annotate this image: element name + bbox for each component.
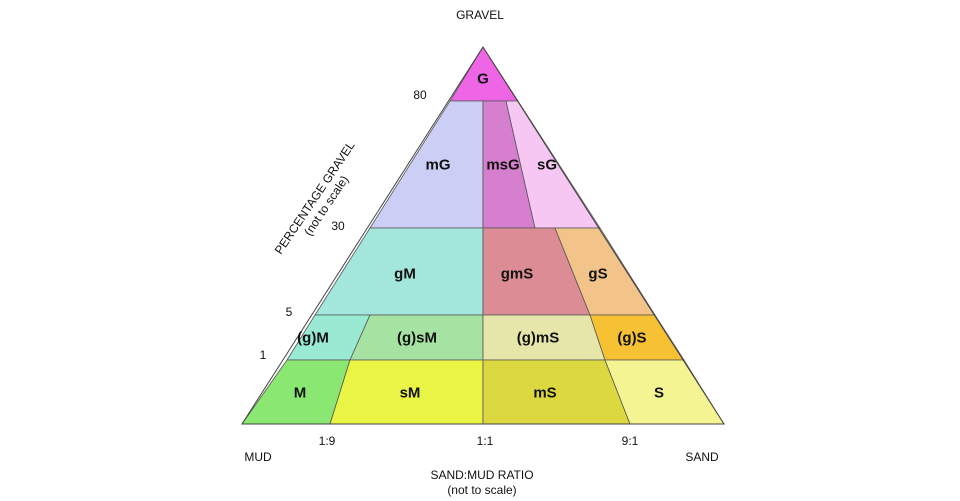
region-label-sG: sG	[537, 157, 557, 174]
region-label-sM: sM	[400, 385, 421, 402]
region-label-mG: mG	[425, 157, 450, 174]
bottom-tick-1-1: 1:1	[477, 434, 494, 448]
region-label-gS: gS	[588, 266, 607, 283]
region-label-mS: mS	[533, 385, 556, 402]
left-axis-title-group: PERCENTAGE GRAVEL (not to scale)	[272, 138, 358, 256]
apex-label-sand: SAND	[685, 450, 719, 464]
region-label-g_S: (g)S	[617, 330, 646, 347]
region-label-gM: gM	[394, 266, 416, 283]
region-label-g_M: (g)M	[297, 330, 329, 347]
region-label-gmS: gmS	[501, 266, 534, 283]
left-tick-30: 30	[331, 219, 345, 233]
triangle-outline	[241, 46, 725, 425]
bottom-axis-title: SAND:MUD RATIO	[430, 468, 533, 482]
left-tick-80: 80	[413, 88, 427, 102]
left-axis-title: PERCENTAGE GRAVEL	[272, 138, 358, 256]
region-label-g_mS: (g)mS	[517, 330, 560, 347]
left-tick-1: 1	[260, 348, 267, 362]
apex-label-gravel: GRAVEL	[456, 8, 504, 22]
region-label-M: M	[294, 385, 307, 402]
region-label-msG: msG	[486, 157, 519, 174]
bottom-axis-subtitle: (not to scale)	[447, 483, 516, 497]
left-tick-5: 5	[286, 305, 293, 319]
region-label-G: G	[477, 71, 489, 88]
region-label-g_sM: (g)sM	[397, 330, 437, 347]
apex-label-mud: MUD	[244, 450, 272, 464]
bottom-tick-9-1: 9:1	[622, 434, 639, 448]
region-label-S: S	[654, 385, 664, 402]
bottom-tick-1-9: 1:9	[319, 434, 336, 448]
